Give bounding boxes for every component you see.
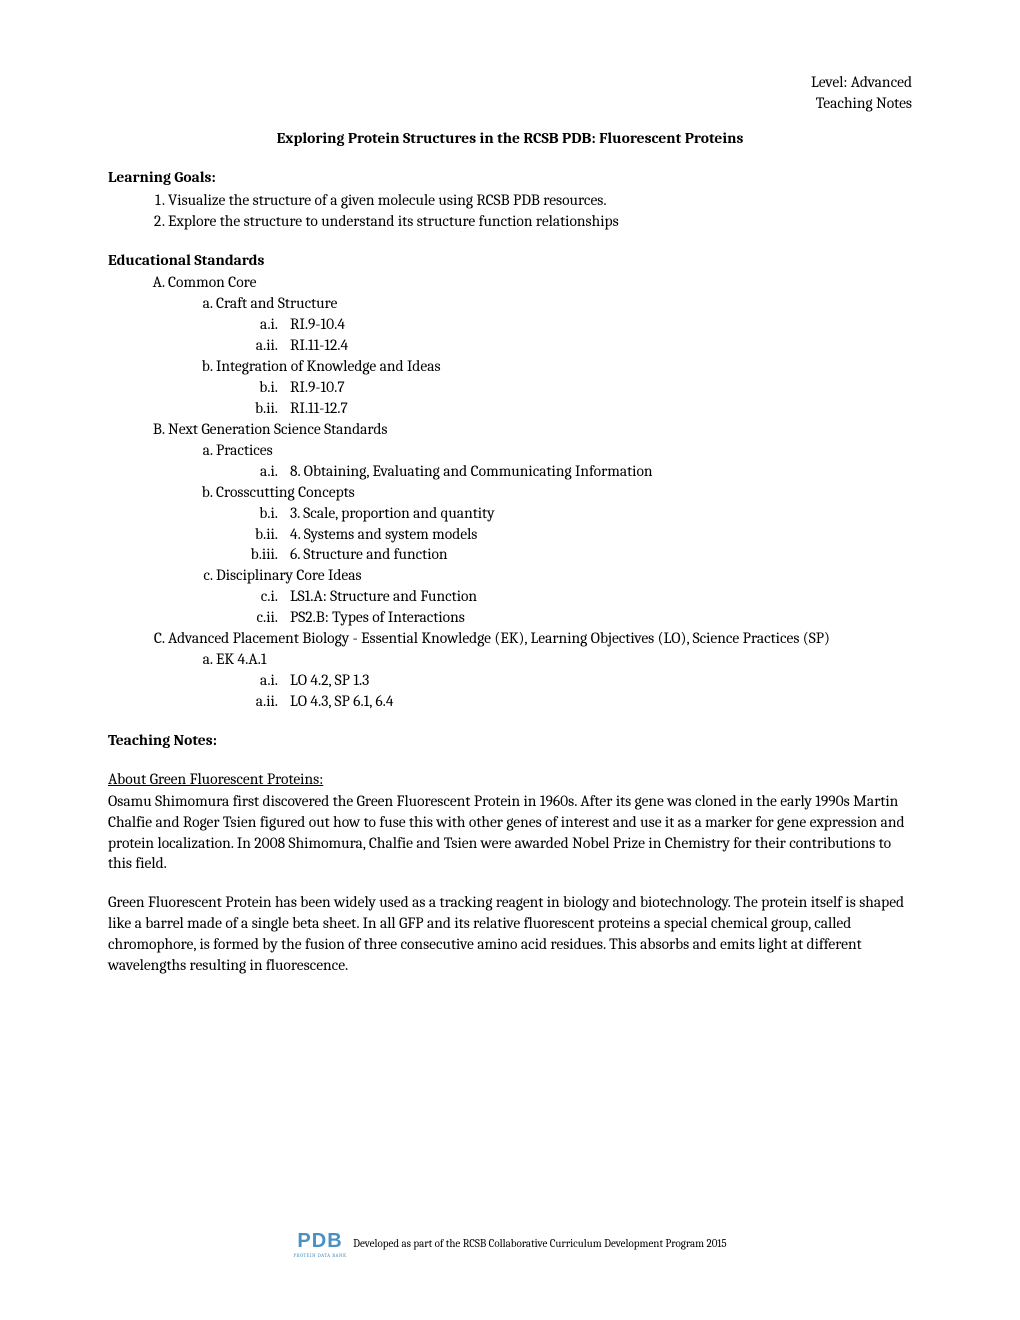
level-text: Level: Advanced — [108, 72, 912, 93]
about-heading: About Green Fluorescent Proteins: — [108, 769, 912, 790]
roman-label: a.i. — [246, 461, 290, 482]
roman-list: b.i.3. Scale, proportion and quantity b.… — [216, 503, 912, 566]
roman-label: b.iii. — [246, 544, 290, 565]
item-text: 6. Structure and function — [290, 544, 448, 565]
sublist: EK 4.A.1 a.i.LO 4.2, SP 1.3 a.ii.LO 4.3,… — [168, 649, 912, 712]
logo-text: PDB — [297, 1230, 342, 1252]
list-item: Next Generation Science Standards Practi… — [168, 419, 912, 628]
item-text: 4. Systems and system models — [290, 524, 477, 545]
footer: PDB PROTEIN DATA BANK Developed as part … — [0, 1228, 1020, 1260]
list-item: Integration of Knowledge and Ideas b.i.R… — [216, 356, 912, 419]
item-label: Integration of Knowledge and Ideas — [216, 357, 441, 375]
learning-goals-heading: Learning Goals: — [108, 167, 912, 188]
learning-goals-list: Visualize the structure of a given molec… — [108, 190, 912, 232]
list-item: Explore the structure to understand its … — [168, 211, 912, 232]
list-item: Practices a.i.8. Obtaining, Evaluating a… — [216, 440, 912, 482]
logo-subtext: PROTEIN DATA BANK — [293, 1253, 346, 1260]
item-label: Advanced Placement Biology - Essential K… — [168, 629, 830, 647]
item-label: Next Generation Science Standards — [168, 420, 387, 438]
roman-list: c.i.LS1.A: Structure and Function c.ii.P… — [216, 586, 912, 628]
item-text: LS1.A: Structure and Function — [290, 586, 477, 607]
item-label: Craft and Structure — [216, 294, 337, 312]
roman-list: a.i.8. Obtaining, Evaluating and Communi… — [216, 461, 912, 482]
item-text: 3. Scale, proportion and quantity — [290, 503, 495, 524]
roman-label: a.i. — [246, 670, 290, 691]
standards-heading: Educational Standards — [108, 250, 912, 271]
list-item: EK 4.A.1 a.i.LO 4.2, SP 1.3 a.ii.LO 4.3,… — [216, 649, 912, 712]
item-text: LO 4.2, SP 1.3 — [290, 670, 369, 691]
item-text: RI.11-12.7 — [290, 398, 348, 419]
header-meta: Level: Advanced Teaching Notes — [108, 72, 912, 114]
list-item: a.i.RI.9-10.4 — [246, 314, 912, 335]
item-text: 8. Obtaining, Evaluating and Communicati… — [290, 461, 653, 482]
list-item: b.iii.6. Structure and function — [246, 544, 912, 565]
roman-label: a.i. — [246, 314, 290, 335]
list-item: a.i.LO 4.2, SP 1.3 — [246, 670, 912, 691]
list-item: b.i.RI.9-10.7 — [246, 377, 912, 398]
roman-label: a.ii. — [246, 335, 290, 356]
sublist: Craft and Structure a.i.RI.9-10.4 a.ii.R… — [168, 293, 912, 419]
list-item: c.i.LS1.A: Structure and Function — [246, 586, 912, 607]
item-label: Common Core — [168, 273, 256, 291]
roman-label: c.ii. — [246, 607, 290, 628]
pdb-logo: PDB PROTEIN DATA BANK — [293, 1228, 346, 1260]
roman-label: b.ii. — [246, 398, 290, 419]
list-item: Disciplinary Core Ideas c.i.LS1.A: Struc… — [216, 565, 912, 628]
roman-list: a.i.LO 4.2, SP 1.3 a.ii.LO 4.3, SP 6.1, … — [216, 670, 912, 712]
list-item: b.i.3. Scale, proportion and quantity — [246, 503, 912, 524]
paragraph: Osamu Shimomura first discovered the Gre… — [108, 791, 912, 875]
list-item: Visualize the structure of a given molec… — [168, 190, 912, 211]
notes-text: Teaching Notes — [108, 93, 912, 114]
list-item: a.i.8. Obtaining, Evaluating and Communi… — [246, 461, 912, 482]
list-item: Crosscutting Concepts b.i.3. Scale, prop… — [216, 482, 912, 566]
list-item: Common Core Craft and Structure a.i.RI.9… — [168, 272, 912, 418]
standards-list: Common Core Craft and Structure a.i.RI.9… — [108, 272, 912, 711]
roman-label: c.i. — [246, 586, 290, 607]
list-item: Craft and Structure a.i.RI.9-10.4 a.ii.R… — [216, 293, 912, 356]
roman-list: b.i.RI.9-10.7 b.ii.RI.11-12.7 — [216, 377, 912, 419]
roman-label: a.ii. — [246, 691, 290, 712]
footer-text: Developed as part of the RCSB Collaborat… — [353, 1237, 727, 1252]
list-item: b.ii.RI.11-12.7 — [246, 398, 912, 419]
sublist: Practices a.i.8. Obtaining, Evaluating a… — [168, 440, 912, 628]
item-text: RI.11-12.4 — [290, 335, 348, 356]
roman-list: a.i.RI.9-10.4 a.ii.RI.11-12.4 — [216, 314, 912, 356]
item-label: Practices — [216, 441, 273, 459]
list-item: b.ii.4. Systems and system models — [246, 524, 912, 545]
roman-label: b.i. — [246, 503, 290, 524]
roman-label: b.ii. — [246, 524, 290, 545]
item-label: Disciplinary Core Ideas — [216, 566, 362, 584]
item-label: EK 4.A.1 — [216, 650, 266, 668]
list-item: a.ii.RI.11-12.4 — [246, 335, 912, 356]
item-text: RI.9-10.4 — [290, 314, 345, 335]
item-text: PS2.B: Types of Interactions — [290, 607, 465, 628]
list-item: a.ii.LO 4.3, SP 6.1, 6.4 — [246, 691, 912, 712]
roman-label: b.i. — [246, 377, 290, 398]
teaching-notes-heading: Teaching Notes: — [108, 730, 912, 751]
document-title: Exploring Protein Structures in the RCSB… — [108, 128, 912, 149]
paragraph: Green Fluorescent Protein has been widel… — [108, 892, 912, 976]
item-label: Crosscutting Concepts — [216, 483, 355, 501]
list-item: Advanced Placement Biology - Essential K… — [168, 628, 912, 712]
item-text: LO 4.3, SP 6.1, 6.4 — [290, 691, 393, 712]
item-text: RI.9-10.7 — [290, 377, 345, 398]
list-item: c.ii.PS2.B: Types of Interactions — [246, 607, 912, 628]
